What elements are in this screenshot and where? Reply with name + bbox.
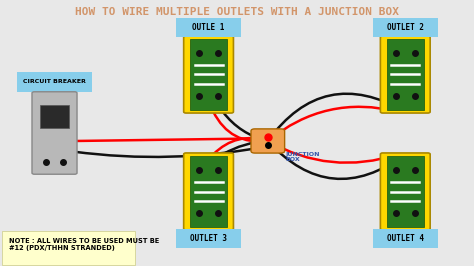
FancyBboxPatch shape (17, 72, 92, 92)
FancyBboxPatch shape (373, 18, 438, 37)
FancyBboxPatch shape (176, 18, 241, 37)
FancyBboxPatch shape (380, 153, 430, 230)
Bar (387, 39, 424, 110)
FancyBboxPatch shape (251, 129, 284, 153)
FancyBboxPatch shape (40, 105, 69, 128)
FancyBboxPatch shape (380, 36, 430, 113)
Text: CIRCUIT BREAKER: CIRCUIT BREAKER (23, 80, 86, 84)
Text: OUTLET 4: OUTLET 4 (387, 234, 424, 243)
Text: HOW TO WIRE MULTIPLE OUTLETS WITH A JUNCTION BOX: HOW TO WIRE MULTIPLE OUTLETS WITH A JUNC… (75, 7, 399, 17)
Text: OUTLET 3: OUTLET 3 (190, 234, 227, 243)
FancyBboxPatch shape (2, 231, 135, 265)
Text: NOTE : ALL WIRES TO BE USED MUST BE
#12 (PDX/THHN STRANDED): NOTE : ALL WIRES TO BE USED MUST BE #12 … (9, 238, 159, 251)
Text: OUTLET 2: OUTLET 2 (387, 23, 424, 32)
FancyBboxPatch shape (184, 153, 233, 230)
FancyBboxPatch shape (373, 229, 438, 248)
Bar (387, 156, 424, 227)
FancyBboxPatch shape (176, 229, 241, 248)
Text: OUTLE 1: OUTLE 1 (192, 23, 225, 32)
Bar (190, 156, 228, 227)
Bar (190, 39, 228, 110)
Text: JUNCTION
BOX: JUNCTION BOX (285, 152, 320, 163)
FancyBboxPatch shape (32, 92, 77, 174)
FancyBboxPatch shape (184, 36, 233, 113)
